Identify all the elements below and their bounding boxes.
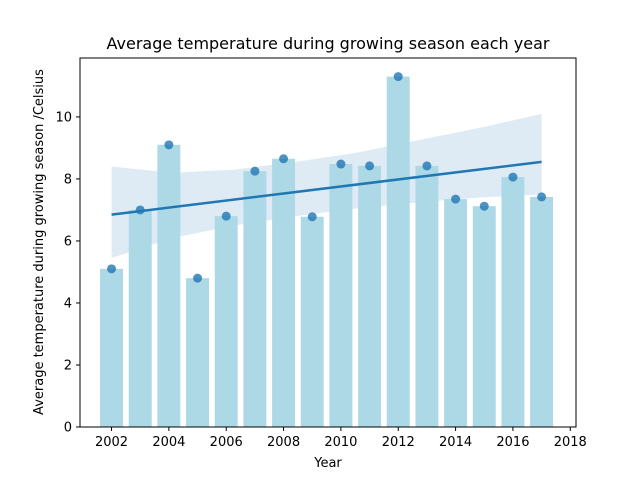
x-tick-label: 2004 <box>152 435 185 450</box>
bars <box>100 76 554 427</box>
bar-2016 <box>501 177 525 427</box>
point-2010 <box>336 159 346 169</box>
x-tick-label: 2018 <box>554 435 587 450</box>
point-2016 <box>508 172 518 182</box>
x-tick-label: 2008 <box>267 435 300 450</box>
chart-title: Average temperature during growing seaso… <box>107 34 550 53</box>
bar-2002 <box>100 268 124 427</box>
y-axis-label: Average temperature during growing seaso… <box>32 69 47 415</box>
point-2008 <box>279 154 289 164</box>
point-2003 <box>135 205 145 215</box>
bar-2011 <box>358 165 382 427</box>
bar-2003 <box>128 209 152 427</box>
plot-frame <box>79 57 577 428</box>
y-tick-label: 10 <box>55 110 72 125</box>
point-2017 <box>537 192 547 202</box>
point-2002 <box>107 264 117 274</box>
y-tick-label: 4 <box>64 296 72 311</box>
point-2004 <box>164 140 174 150</box>
x-axis-label: Year <box>313 456 342 471</box>
regression-line-path <box>111 160 542 216</box>
bar-2010 <box>329 164 353 427</box>
bar-2014 <box>444 199 468 427</box>
bar-2017 <box>530 196 554 427</box>
point-2007 <box>250 166 260 176</box>
point-2015 <box>479 201 489 211</box>
bar-2013 <box>415 165 439 427</box>
x-tick-label: 2010 <box>324 435 357 450</box>
regression-line <box>111 160 542 216</box>
point-2006 <box>221 211 231 221</box>
x-ticks: 2002 2004 2006 2008 2010 2012 2014 2016 2018 <box>95 427 587 450</box>
bar-2009 <box>300 216 324 427</box>
bar-2004 <box>157 144 181 427</box>
axes <box>79 57 577 428</box>
point-2005 <box>193 273 203 283</box>
point-2013 <box>422 161 432 171</box>
x-tick-label: 2006 <box>210 435 243 450</box>
data-points <box>107 72 547 283</box>
bar-2015 <box>472 206 496 427</box>
x-tick-label: 2002 <box>95 435 128 450</box>
y-tick-label: 6 <box>64 234 72 249</box>
bar-2006 <box>214 216 238 427</box>
point-2012 <box>393 72 403 82</box>
bar-2012 <box>386 76 410 427</box>
x-tick-label: 2012 <box>382 435 415 450</box>
point-2009 <box>307 212 317 222</box>
y-tick-label: 2 <box>64 358 72 373</box>
bar-2008 <box>272 158 296 427</box>
x-tick-label: 2016 <box>496 435 529 450</box>
y-ticks: 0 2 4 6 8 10 <box>55 110 80 436</box>
y-tick-label: 0 <box>64 421 72 436</box>
x-tick-label: 2014 <box>439 435 472 450</box>
bar-2005 <box>186 278 210 427</box>
y-tick-label: 8 <box>64 172 72 187</box>
bar-2007 <box>243 171 267 427</box>
point-2011 <box>365 161 375 171</box>
point-2014 <box>451 194 461 204</box>
